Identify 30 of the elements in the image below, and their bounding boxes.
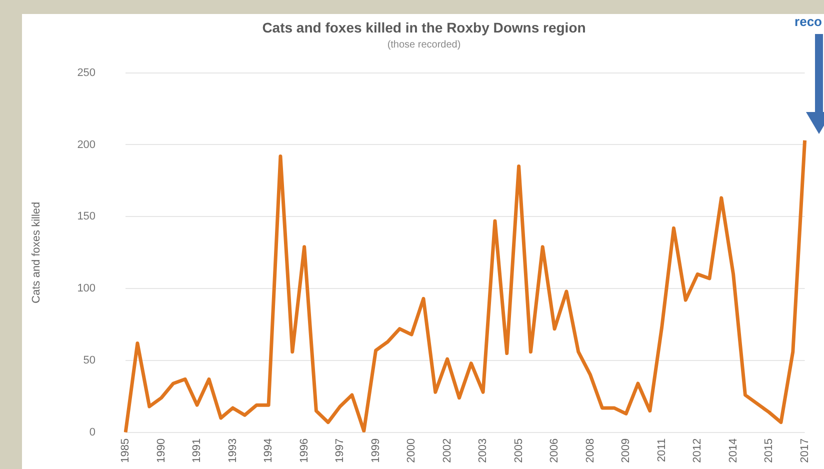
x-tick-label: 2015 [763,438,776,463]
y-tick-label: 150 [77,210,96,223]
y-axis-title: Cats and foxes killed [30,202,43,304]
y-tick-label: 0 [89,426,96,438]
x-tick-label: 1999 [370,438,382,463]
chart-subtitle: (those recorded) [387,40,461,51]
x-tick-label: 2014 [727,438,740,463]
y-tick-label: 250 [77,66,96,79]
x-tick-label: 2008 [584,438,596,463]
x-tick-label: 2017 [798,438,811,463]
x-tick-label: 1997 [334,438,346,463]
x-tick-label: 2002 [441,438,454,463]
y-tick-label: 50 [83,354,96,367]
y-tick-label: 200 [77,138,96,151]
x-tick-label: 2003 [477,438,490,463]
x-tick-label: 2005 [512,438,525,463]
x-tick-label: 1991 [191,438,204,463]
x-tick-label: 1994 [262,438,275,463]
x-tick-label: 2000 [406,438,418,463]
chart-title: Cats and foxes killed in the Roxby Downs region [262,19,586,36]
y-tick-label: 100 [77,282,96,295]
x-tick-label: 1993 [226,438,239,463]
x-tick-label: 1990 [155,438,168,463]
x-tick-label: 1996 [298,438,310,463]
x-tick-label: 2006 [548,438,561,463]
x-tick-label: 1985 [120,438,132,463]
x-tick-label: 2009 [620,438,632,463]
x-tick-label: 2012 [692,438,704,463]
text: reco [794,14,822,29]
x-tick-label: 2011 [656,438,668,462]
